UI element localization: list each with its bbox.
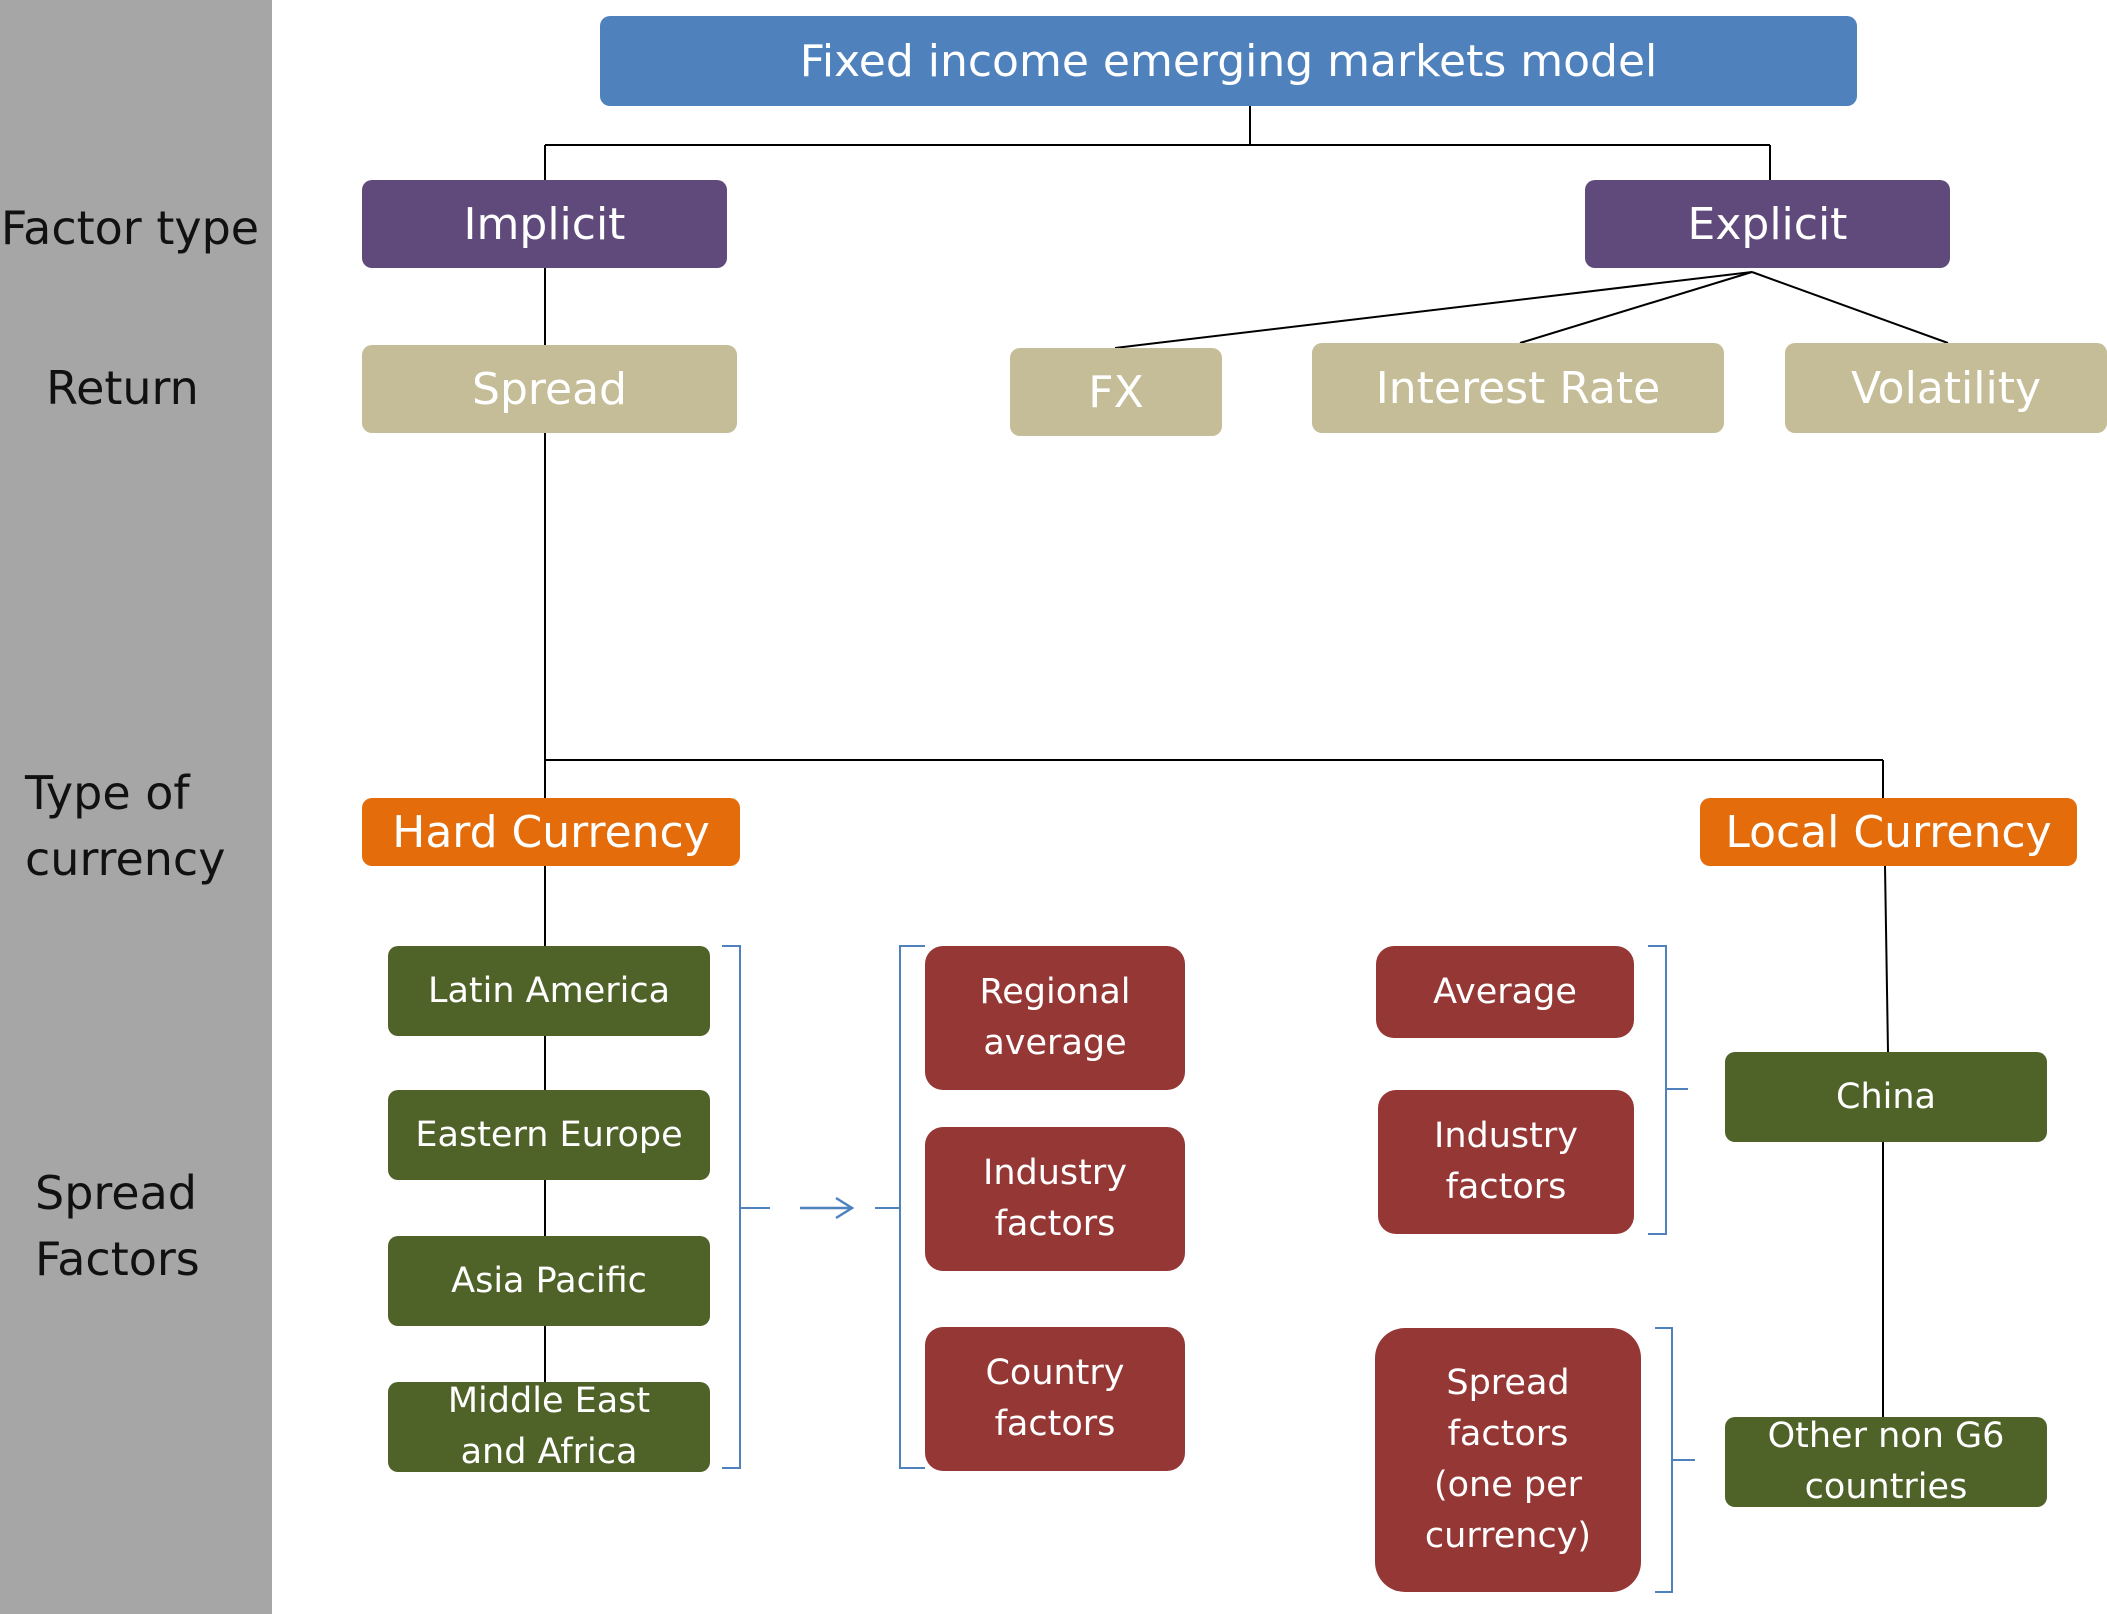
other-factors-bracket <box>1655 1327 1695 1593</box>
factor-regional-average: Regional average <box>925 946 1185 1090</box>
explicit-to-volatility <box>1751 271 1949 344</box>
row-label-type-of-currency: Type of currency <box>25 766 226 886</box>
flow-arrow-head <box>835 1196 855 1220</box>
row-label-return: Return <box>46 361 199 415</box>
model-title-box: Fixed income emerging markets model <box>600 16 1857 106</box>
region-asia-pacific: Asia Pacific <box>388 1236 710 1326</box>
explicit-to-fx <box>1114 271 1753 349</box>
explicit-factor-box: Explicit <box>1585 180 1950 268</box>
region-latin-america: Latin America <box>388 946 710 1036</box>
explicit-to-interest-rate <box>1519 271 1753 344</box>
china-factors-bracket <box>1648 945 1688 1235</box>
local-to-china <box>1884 865 1889 1053</box>
factor-china-industry: Industry factors <box>1378 1090 1634 1234</box>
interest-rate-return-box: Interest Rate <box>1312 343 1724 433</box>
hard-regions-bracket <box>722 945 770 1469</box>
implicit-factor-box: Implicit <box>362 180 727 268</box>
factor-china-average: Average <box>1376 946 1634 1038</box>
spread-return-box: Spread <box>362 345 737 433</box>
region-china: China <box>1725 1052 2047 1142</box>
factor-spread-per-currency: Spread factors (one per currency) <box>1375 1328 1641 1592</box>
region-middle-east-africa: Middle East and Africa <box>388 1381 710 1472</box>
local-currency-box: Local Currency <box>1700 798 2077 866</box>
hard-factors-bracket <box>875 945 925 1469</box>
factor-hard-industry: Industry factors <box>925 1127 1185 1271</box>
fx-return-box: FX <box>1010 348 1222 436</box>
hard-currency-box: Hard Currency <box>362 798 740 866</box>
region-eastern-europe: Eastern Europe <box>388 1090 710 1180</box>
row-label-factor-type: Factor type <box>0 201 260 255</box>
factor-country: Country factors <box>925 1327 1185 1471</box>
volatility-return-box: Volatility <box>1785 343 2107 433</box>
row-label-spread-factors: Spread Factors <box>35 1166 200 1286</box>
region-other-non-g6: Other non G6 countries <box>1725 1416 2047 1507</box>
row-label-sidebar <box>0 0 272 1614</box>
